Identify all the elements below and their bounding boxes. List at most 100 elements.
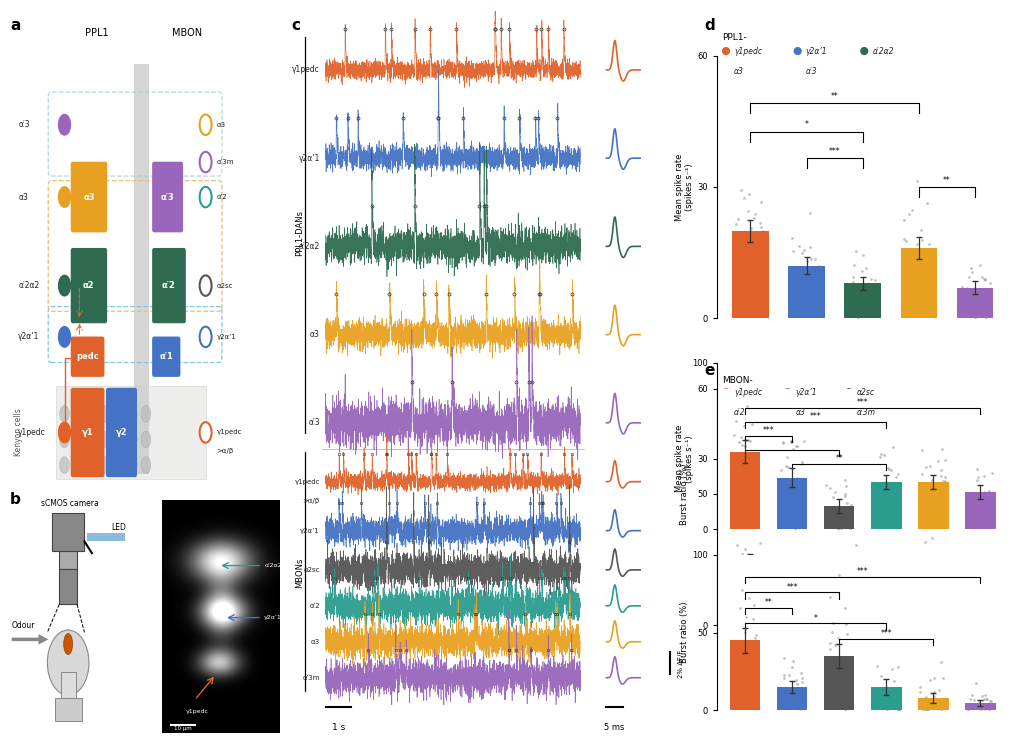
Point [750,577,766,589]
Point [971,491,987,503]
Point [926,687,942,699]
Point [734,439,751,451]
Point [827,667,844,679]
Point [902,619,919,631]
Text: Kenyon cells: Kenyon cells [14,408,24,457]
Point [934,443,950,455]
Point [825,683,842,695]
Point [733,184,750,196]
Point [795,457,811,468]
Point [742,225,759,237]
Bar [824,656,854,710]
Bar [52,514,84,551]
Point [971,610,987,622]
Point [890,704,906,716]
Point [805,615,821,627]
Point [963,702,979,713]
Point [977,704,993,716]
Point [909,238,926,249]
Point [775,437,792,448]
Text: γ2α’1: γ2α’1 [264,615,282,620]
Bar [965,703,995,710]
Point [922,460,938,472]
Bar [59,570,77,605]
Text: α3: α3 [83,192,94,201]
Point [870,695,887,707]
Point [732,460,749,472]
Point [873,448,890,460]
Circle shape [73,457,83,474]
Point [784,443,801,455]
Point [884,662,900,674]
Point [754,255,770,266]
Point [970,602,986,614]
Text: γ2: γ2 [116,428,127,437]
Text: α3: α3 [796,408,806,417]
Point [963,286,979,297]
Point [873,692,890,704]
Bar [900,248,937,318]
Point [812,619,828,631]
Point [864,619,881,631]
Point [821,644,838,656]
Point [972,301,988,313]
Point [935,475,951,487]
FancyBboxPatch shape [153,337,179,376]
Text: γ2α’1: γ2α’1 [299,154,319,163]
Point [854,610,870,622]
Point [785,480,802,491]
Point [745,244,762,256]
Point [850,312,866,324]
Point [810,272,826,283]
Text: ***: *** [881,629,892,638]
FancyBboxPatch shape [153,163,182,232]
Text: α3: α3 [311,639,319,645]
Point [974,271,990,283]
Text: ***: *** [857,398,868,407]
Text: α′2α2: α′2α2 [872,47,894,55]
Point [848,539,864,551]
Point [868,660,885,672]
Point [838,602,854,613]
Circle shape [200,326,212,347]
Point [926,576,942,588]
Point [757,572,773,584]
Point [837,474,853,486]
Point [824,517,841,528]
Point [859,606,876,618]
Point [914,704,931,716]
Point [784,263,801,275]
Point [926,690,942,702]
Point [978,310,994,322]
Text: *: * [833,457,837,466]
Point [879,691,895,703]
Point [742,642,759,653]
Point [781,669,798,681]
Point [788,440,805,452]
Point [829,523,846,535]
Point [924,532,940,544]
Point [968,619,984,631]
Text: γ1pedc: γ1pedc [185,709,208,714]
Point [862,289,879,301]
Point [821,672,838,684]
Point [793,267,809,279]
Text: e: e [705,363,715,377]
Text: sCMOS camera: sCMOS camera [41,500,98,508]
Circle shape [87,406,96,423]
Point [734,548,751,559]
Point [752,218,768,229]
Point [799,255,815,267]
Text: α3: α3 [310,330,319,339]
Point [872,701,889,713]
Point [803,574,819,586]
Point [976,470,992,482]
Text: pedc: pedc [76,352,99,361]
Circle shape [141,431,151,448]
Point [854,266,870,278]
Circle shape [200,186,212,207]
Point [780,699,797,711]
Point [880,462,896,474]
Point [958,618,975,630]
Point [743,562,760,574]
